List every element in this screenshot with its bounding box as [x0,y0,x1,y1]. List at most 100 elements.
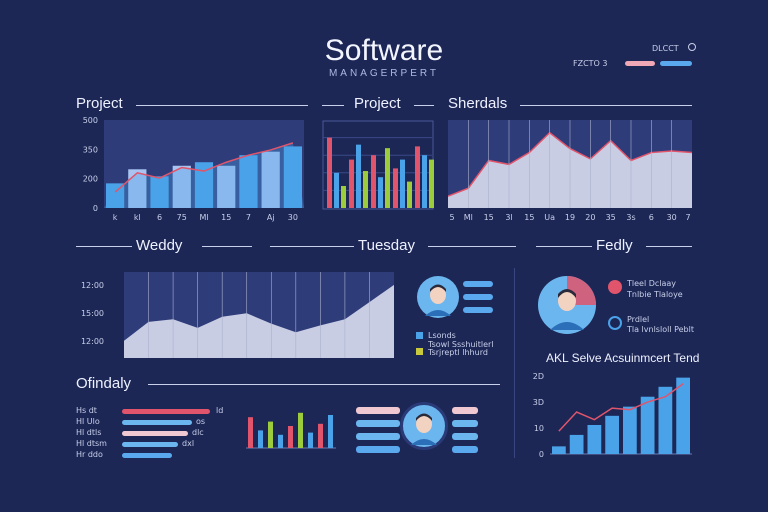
area-fill [104,142,304,208]
x-tick-label: Ml [464,213,473,222]
pill-pink [625,61,655,66]
avatar-pie[interactable] [536,274,598,336]
bar [106,183,125,208]
bar-pill [356,407,400,414]
project-grouped-chart [322,120,434,210]
x-tick-label: 5 [449,213,454,222]
x-tick-label: 7 [685,213,690,222]
y-tick-label: 12:00 [81,337,104,346]
top-right-sub: FZCTO 3 [573,59,608,68]
x-tick-label: Ml [199,213,208,222]
divider [322,105,344,106]
bar [552,446,566,454]
bar [268,421,273,448]
bar-pill [356,446,400,453]
row-label: Hl dtls [76,428,102,437]
avatar[interactable] [417,276,459,318]
divider [520,105,692,106]
x-tick-label: 6 [157,213,162,222]
bar [400,159,405,208]
bar-list: Hs dt ld Hl Ulo os Hl dtls dlc Hl dtsm d… [76,406,236,462]
section-tuesday: Tuesday [358,237,415,254]
bar [378,177,383,208]
trend-chart: 0 10 3D 2D [533,372,692,459]
bar-pill [452,433,478,440]
bar [415,146,420,208]
bar-pill [452,446,478,453]
y-tick-label: 0 [539,450,544,459]
x-tick-label: 75 [177,213,187,222]
row-tag: dlc [192,428,204,437]
x-tick-label: 30 [667,213,677,222]
section-project-2: Project [354,95,401,112]
section-ofindaly: Ofindaly [76,375,132,392]
y-tick-label: 12:00 [81,281,104,290]
y-tick-label: 200 [83,175,98,184]
divider [514,268,515,458]
bar [623,406,637,454]
divider [414,105,434,106]
x-tick-label: kl [134,213,141,222]
bar [363,171,368,208]
bar-fill [122,420,192,425]
bar [605,415,619,454]
x-tick-label: 20 [585,213,595,222]
divider [202,246,252,247]
row-label: Hr ddo [76,450,103,459]
x-tick-label: Aj [267,213,275,222]
legend-label: Tsowl Ssshuitlerl [428,340,494,349]
y-tick-label: 0 [93,204,98,213]
bar [194,162,214,208]
row-tag: ld [216,406,224,415]
legend-right-label: Tla lvnlsloll Peblt [627,325,694,334]
bar [172,165,191,208]
y-tick-label: 350 [83,145,98,154]
bar [407,181,412,208]
bar [150,176,169,208]
bar [258,430,263,448]
section-trend: AKL Selve Acsuinmcert Tend [546,351,700,365]
y-tick-label: 2D [533,372,544,381]
settings-icon[interactable] [688,43,696,51]
y-tick-label: 15:00 [81,309,104,318]
bar [393,168,398,208]
bar [676,377,690,454]
bar [658,386,673,454]
bar [429,159,434,208]
x-tick-label: k [113,213,118,222]
bar-pill [356,433,400,440]
legend-right-label: Prdlel [627,315,650,324]
divider [536,246,592,247]
x-tick-label: 3l [505,213,512,222]
y-tick-label: 3D [533,398,544,407]
bar [318,423,323,448]
bar [298,412,303,448]
avatar[interactable] [400,402,448,450]
section-fedly: Fedly [596,237,633,254]
bar [328,415,333,448]
row-label: Hl dtsm [76,439,107,448]
divider [76,246,132,247]
divider [148,384,500,385]
x-tick-label: 30 [288,213,298,222]
alert-icon[interactable] [608,280,622,294]
bar-fill [122,453,172,458]
legend-swatch [416,332,423,339]
x-tick-label: 19 [565,213,575,222]
project-bar-line-chart: 0 200 350 500 k kl 6 75 Ml 15 7 Aj 30 [83,116,304,222]
info-icon[interactable] [608,316,622,330]
bar [640,396,655,454]
area-fill [124,284,394,358]
bar-fill [122,442,178,447]
bar-pill [452,420,478,427]
x-tick-label: 15 [524,213,534,222]
bar-pill [452,407,478,414]
section-sherdals: Sherdals [448,95,508,112]
bar-fill [122,431,188,436]
section-project-1: Project [76,95,123,112]
bar-pill [463,281,493,287]
bar-pill [463,294,493,300]
bar [308,432,313,448]
bar-pill [463,307,493,313]
legend-label: Tsrjreptl lhhurd [428,348,488,357]
